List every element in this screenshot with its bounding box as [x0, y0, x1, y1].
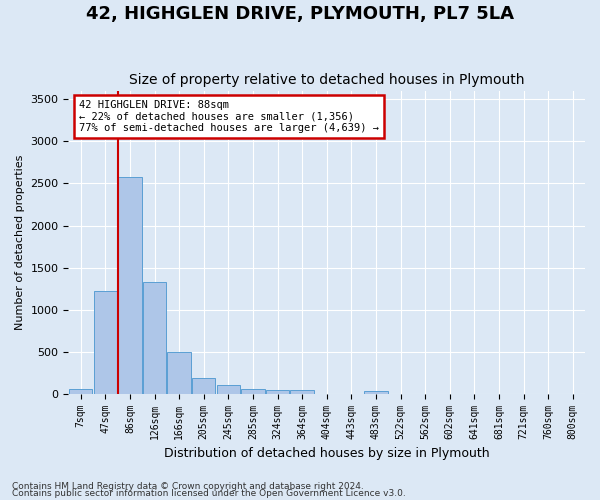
- Bar: [192, 378, 215, 394]
- Text: Contains public sector information licensed under the Open Government Licence v3: Contains public sector information licen…: [12, 489, 406, 498]
- X-axis label: Distribution of detached houses by size in Plymouth: Distribution of detached houses by size …: [164, 447, 490, 460]
- Bar: [118, 176, 142, 394]
- Bar: [69, 390, 92, 394]
- Bar: [217, 386, 240, 394]
- Title: Size of property relative to detached houses in Plymouth: Size of property relative to detached ho…: [129, 73, 524, 87]
- Bar: [143, 282, 166, 394]
- Y-axis label: Number of detached properties: Number of detached properties: [15, 154, 25, 330]
- Text: 42 HIGHGLEN DRIVE: 88sqm
← 22% of detached houses are smaller (1,356)
77% of sem: 42 HIGHGLEN DRIVE: 88sqm ← 22% of detach…: [79, 100, 379, 133]
- Bar: [241, 390, 265, 394]
- Bar: [167, 352, 191, 394]
- Bar: [364, 391, 388, 394]
- Bar: [290, 390, 314, 394]
- Bar: [266, 390, 289, 394]
- Bar: [94, 291, 117, 394]
- Text: Contains HM Land Registry data © Crown copyright and database right 2024.: Contains HM Land Registry data © Crown c…: [12, 482, 364, 491]
- Text: 42, HIGHGLEN DRIVE, PLYMOUTH, PL7 5LA: 42, HIGHGLEN DRIVE, PLYMOUTH, PL7 5LA: [86, 5, 514, 23]
